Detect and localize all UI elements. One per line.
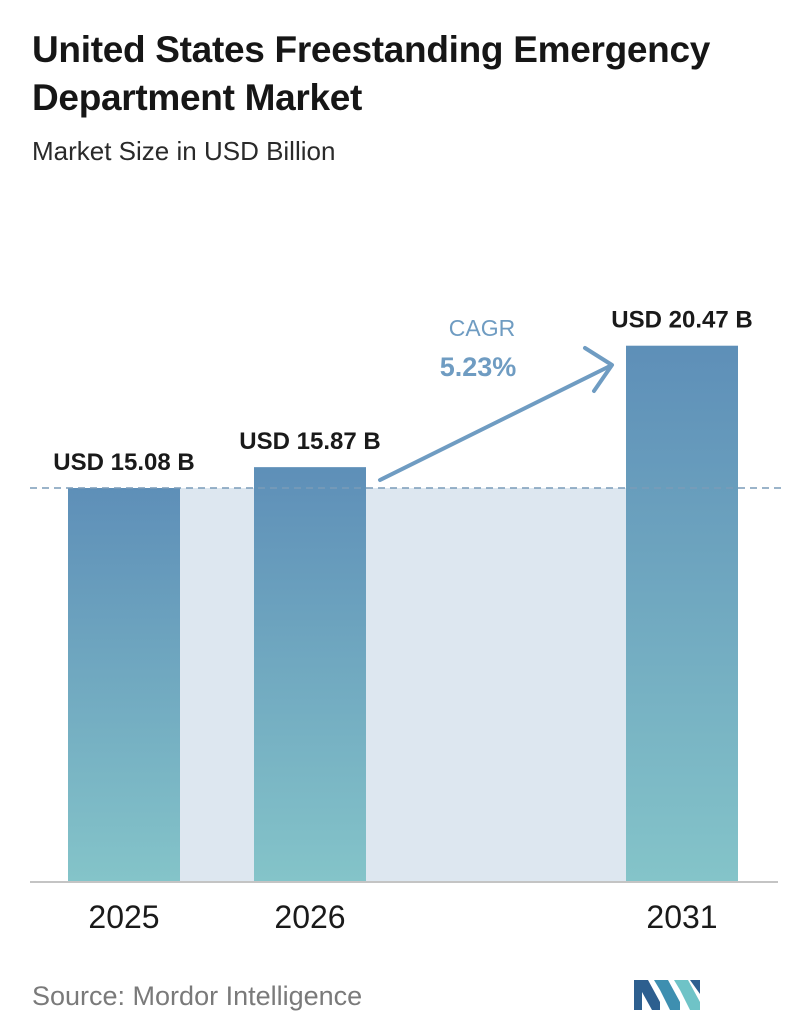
value-label-2025: USD 15.08 B — [53, 449, 194, 476]
bar-2026 — [254, 467, 366, 882]
bar-chart: USD 15.08 B 2025 USD 15.87 B 2026 USD 20.47 … — [30, 307, 782, 935]
bar-2031 — [626, 345, 738, 883]
bar-2025 — [68, 488, 180, 882]
category-label-2026: 2026 — [274, 899, 345, 935]
cagr-arrow — [378, 364, 612, 482]
source-note: Source: Mordor Intelligence — [32, 981, 363, 1011]
value-label-2026: USD 15.87 B — [239, 428, 380, 455]
category-label-2025: 2025 — [88, 899, 159, 935]
chart-subtitle: Market Size in USD Billion — [32, 136, 336, 166]
cagr-annotation: CAGR 5.23% — [378, 315, 614, 482]
cagr-label: CAGR — [449, 315, 515, 341]
cagr-arrowhead — [583, 346, 614, 393]
mordor-intelligence-logo — [634, 980, 700, 1010]
value-label-2031: USD 20.47 B — [611, 307, 752, 334]
chart-title: United States Freestanding Emergency Dep… — [32, 29, 711, 118]
category-label-2031: 2031 — [646, 899, 717, 935]
cagr-value: 5.23% — [440, 352, 517, 382]
